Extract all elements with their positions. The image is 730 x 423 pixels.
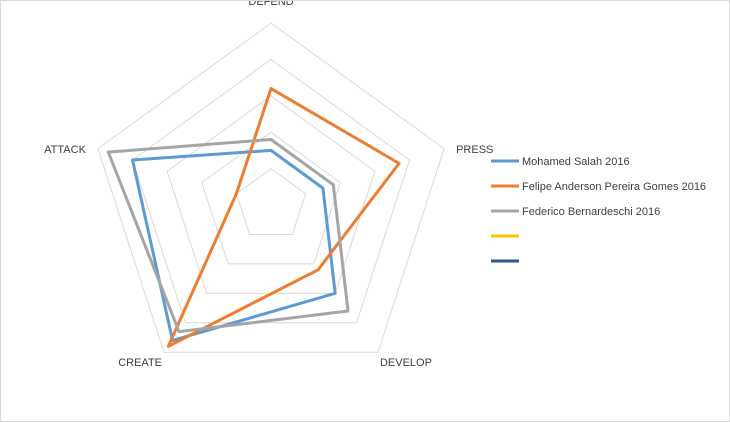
series-line-0: [131, 148, 337, 342]
grid-ring-1: [235, 167, 307, 235]
radar-grid: [97, 22, 445, 353]
grid-ring-5: [97, 22, 445, 353]
axis-labels: DEFEND PRESS DEVELOP CREATE ATTACK: [44, 1, 493, 369]
legend-label-0: Mohamed Salah 2016: [522, 156, 630, 168]
axis-label-defend: DEFEND: [248, 1, 293, 8]
legend-label-2: Federico Bernardeschi 2016: [522, 206, 660, 218]
axis-label-press: PRESS: [456, 144, 493, 156]
radar-series: [106, 87, 401, 348]
axis-label-develop: DEVELOP: [380, 357, 432, 369]
series-line-2: [106, 137, 350, 334]
legend-label-1: Felipe Anderson Pereira Gomes 2016: [522, 181, 706, 193]
legend: Mohamed Salah 2016 Felipe Anderson Pereir…: [491, 156, 706, 263]
grid-ring-4: [131, 58, 411, 324]
grid-ring-2: [201, 131, 341, 265]
axis-label-create: CREATE: [118, 357, 162, 369]
series-line-1: [166, 87, 401, 348]
axis-label-attack: ATTACK: [44, 144, 86, 156]
